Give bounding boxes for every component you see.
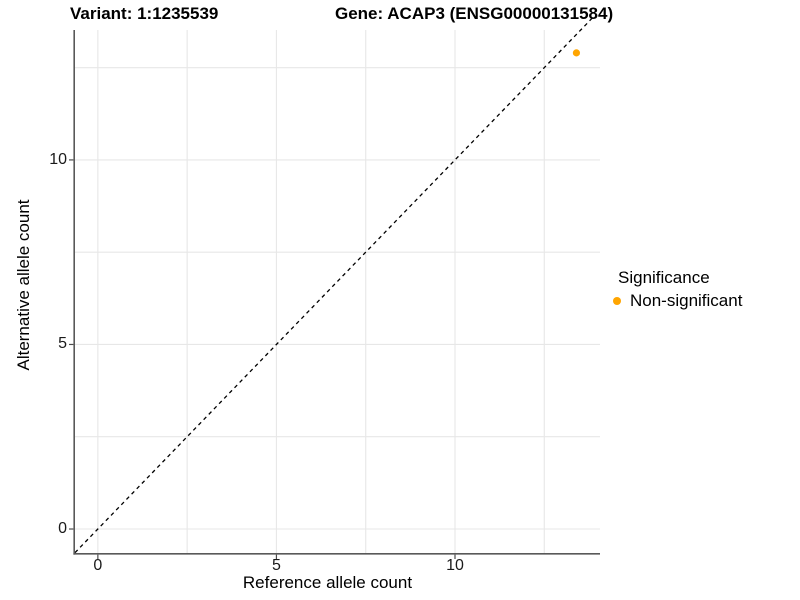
y-axis-tick-label: 10: [49, 150, 67, 168]
x-axis-tick-label: 10: [446, 557, 464, 574]
y-axis-tick-label: 5: [58, 335, 67, 353]
y-axis-tick-label: 0: [58, 520, 67, 537]
identity-line: [74, 15, 595, 554]
x-axis-title: Reference allele count: [242, 573, 413, 592]
x-axis-tick-label: 5: [271, 557, 281, 574]
legend: Significance Non-significant: [613, 268, 742, 311]
legend-item-label: Non-significant: [630, 291, 743, 310]
legend-item: Non-significant: [613, 291, 742, 311]
legend-title: Significance: [618, 268, 710, 287]
legend-key-point-icon: [613, 297, 621, 305]
variant-title: Variant: 1:1235539: [70, 4, 219, 23]
gene-title: Gene: ACAP3 (ENSG00000131584): [335, 4, 614, 23]
x-axis-tick-label: 0: [93, 557, 103, 574]
data-point: [572, 49, 581, 57]
y-axis-title: Alternative allele count: [14, 199, 33, 371]
